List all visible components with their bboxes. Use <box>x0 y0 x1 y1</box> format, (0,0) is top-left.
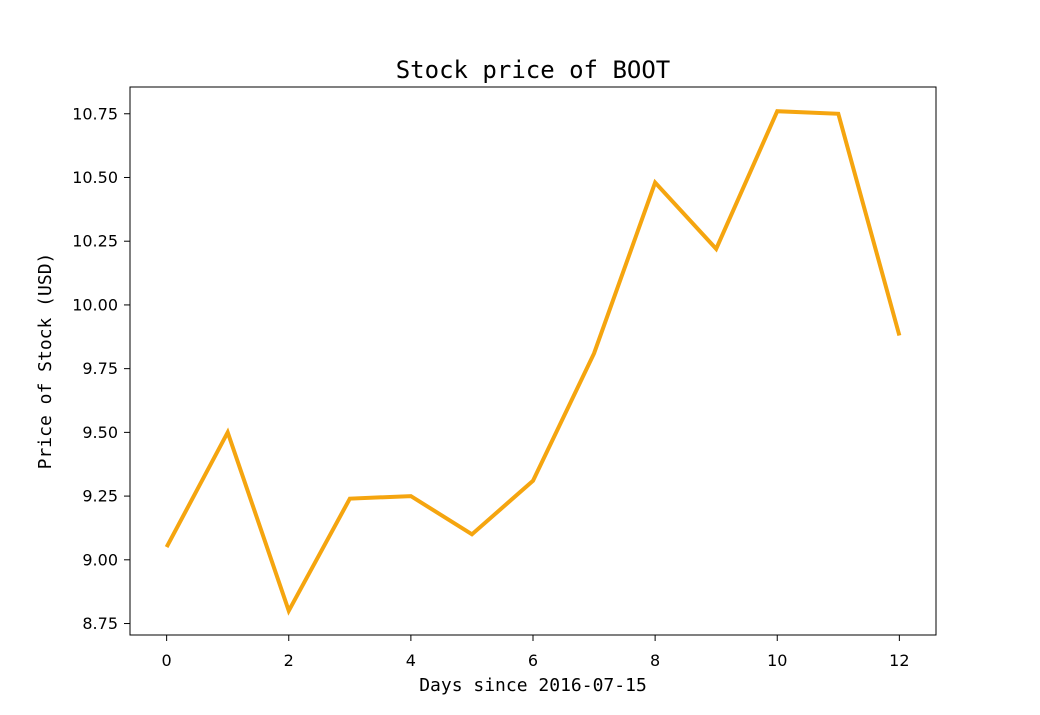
data-point <box>348 497 352 501</box>
data-point <box>653 181 657 185</box>
x-tick-label: 0 <box>162 651 172 670</box>
x-tick-label: 2 <box>284 651 294 670</box>
y-tick-label: 9.25 <box>82 487 118 506</box>
data-point <box>470 532 474 536</box>
x-axis-title: Days since 2016-07-15 <box>419 675 647 696</box>
y-tick-label: 9.00 <box>82 550 118 569</box>
y-tick-label: 8.75 <box>82 614 118 633</box>
data-point <box>592 351 596 355</box>
data-point <box>897 334 901 338</box>
data-point <box>165 545 169 549</box>
y-tick-label: 9.50 <box>82 423 118 442</box>
y-axis-title: Price of Stock (USD) <box>35 253 56 470</box>
plot-area: 8.75 9.00 9.25 9.50 9.75 10.00 10.25 10.50 10.75… <box>72 86 937 670</box>
y-tick-label: 10.75 <box>72 104 118 123</box>
data-point <box>531 479 535 483</box>
y-tick-label: 9.75 <box>82 359 118 378</box>
y-tick-label: 10.00 <box>72 295 118 314</box>
y-tick-label: 10.50 <box>72 168 118 187</box>
x-tick-label: 6 <box>528 651 538 670</box>
series-line <box>164 109 902 616</box>
data-point <box>714 247 718 251</box>
data-point <box>409 494 413 498</box>
data-point <box>775 109 779 113</box>
plot-frame <box>129 86 937 636</box>
data-point <box>836 112 840 116</box>
x-tick-label: 12 <box>889 651 909 670</box>
x-tick-label: 4 <box>406 651 416 670</box>
data-point <box>287 609 291 613</box>
data-point <box>226 430 230 434</box>
x-tick-label: 10 <box>767 651 787 670</box>
x-tick-label: 8 <box>650 651 660 670</box>
chart-title: Stock price of BOOT <box>396 56 671 84</box>
y-tick-label: 10.25 <box>72 232 118 251</box>
